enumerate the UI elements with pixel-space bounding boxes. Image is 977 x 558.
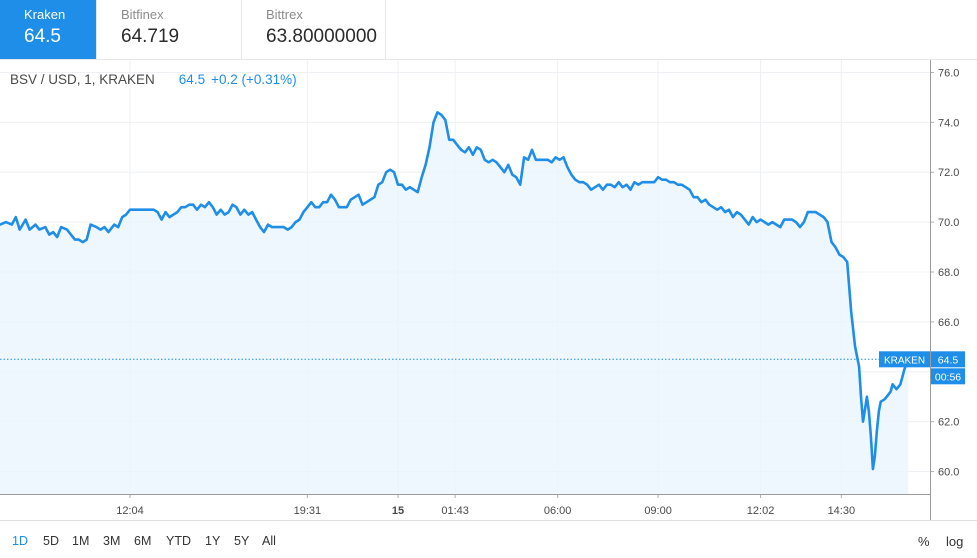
area-fill bbox=[0, 112, 909, 495]
x-tick-label: 19:31 bbox=[294, 505, 322, 517]
countdown-text: 00:56 bbox=[935, 371, 961, 383]
tab-kraken-name: Kraken bbox=[24, 7, 66, 22]
legend-value: 64.5 bbox=[178, 72, 206, 87]
legend-symbol: BSV / USD, 1, KRAKEN bbox=[10, 72, 155, 87]
price-line bbox=[0, 111, 910, 471]
y-tick-label: 60.0 bbox=[938, 467, 959, 479]
price-value-text: 64.5 bbox=[938, 354, 959, 366]
price-label-text: KRAKEN bbox=[884, 355, 925, 366]
tab-bitfinex-name: Bitfinex bbox=[121, 7, 164, 22]
range-button[interactable]: 1D bbox=[12, 534, 28, 548]
legend-change: +0.2 (+0.31%) bbox=[211, 72, 297, 87]
y-tick-label: 66.0 bbox=[938, 317, 959, 329]
exchange-tabs: Kraken 64.5 Bitfinex 64.719 Bittrex 63.8… bbox=[0, 0, 386, 59]
tab-bittrex-price: 63.80000000 bbox=[266, 26, 377, 47]
y-tick-label: 74.0 bbox=[938, 117, 959, 129]
range-button[interactable]: 5D bbox=[43, 534, 59, 548]
y-tick-label: 62.0 bbox=[938, 417, 959, 429]
countdown-badge bbox=[931, 368, 965, 385]
tab-bittrex[interactable]: Bittrex 63.80000000 bbox=[242, 0, 386, 59]
range-button[interactable]: YTD bbox=[166, 534, 191, 548]
tabs-divider bbox=[0, 59, 977, 60]
tab-kraken[interactable]: Kraken 64.5 bbox=[0, 0, 97, 59]
chart-legend: BSV / USD, 1, KRAKEN 64.5 +0.2 (+0.31%) bbox=[10, 71, 297, 88]
price-label-badge bbox=[879, 351, 930, 368]
x-tick-label: 09:00 bbox=[644, 505, 672, 517]
price-chart[interactable]: 76.074.072.070.068.066.064.062.060.012:0… bbox=[0, 60, 977, 525]
price-value-badge bbox=[931, 351, 965, 368]
y-tick-label: 68.0 bbox=[938, 267, 959, 279]
y-tick-label: 70.0 bbox=[938, 217, 959, 229]
log-toggle[interactable]: log bbox=[946, 534, 964, 549]
x-tick-label: 12:04 bbox=[116, 505, 144, 517]
y-tick-label: 76.0 bbox=[938, 67, 959, 79]
range-button[interactable]: 3M bbox=[103, 534, 121, 548]
range-button[interactable]: 1Y bbox=[205, 534, 221, 548]
range-button[interactable]: 5Y bbox=[234, 534, 250, 548]
range-button[interactable]: 1M bbox=[72, 534, 90, 548]
range-bar: 1D 5D 1M 3M 6M YTD 1Y 5Y All % log bbox=[0, 525, 977, 558]
x-tick-label: 01:43 bbox=[441, 505, 469, 517]
percent-toggle[interactable]: % bbox=[918, 534, 930, 549]
x-tick-label: 15 bbox=[392, 505, 404, 517]
x-tick-label: 12:02 bbox=[747, 505, 775, 517]
range-button[interactable]: All bbox=[262, 534, 276, 548]
x-tick-label: 06:00 bbox=[544, 505, 572, 517]
tab-bittrex-name: Bittrex bbox=[266, 7, 303, 22]
tab-bitfinex-price: 64.719 bbox=[121, 26, 180, 47]
tab-bitfinex[interactable]: Bitfinex 64.719 bbox=[97, 0, 242, 59]
range-button[interactable]: 6M bbox=[134, 534, 152, 548]
y-tick-label: 72.0 bbox=[938, 167, 959, 179]
x-tick-label: 14:30 bbox=[828, 505, 856, 517]
tab-kraken-price: 64.5 bbox=[24, 26, 61, 47]
